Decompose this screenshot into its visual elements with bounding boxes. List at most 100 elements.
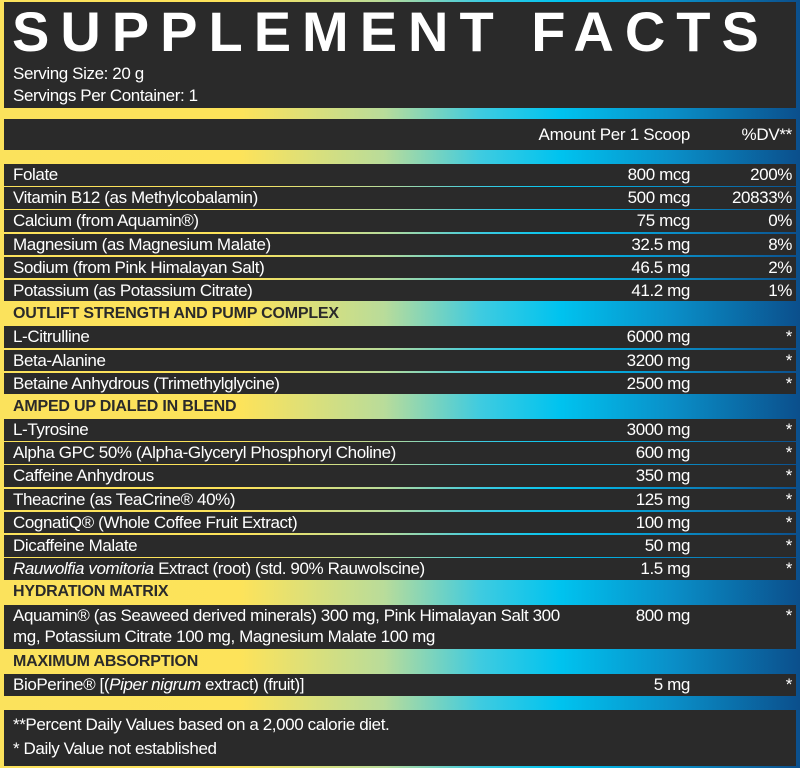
ingredient-name-part: Caffeine Anhydrous — [13, 466, 154, 486]
amount: 350 mg — [635, 466, 691, 486]
ingredient-name: Beta-Alanine — [13, 350, 588, 371]
servings-per-container: Servings Per Container: 1 — [13, 86, 198, 105]
table-row: Rauwolfia vomitoria Extract (root) (std.… — [4, 558, 796, 580]
table-row: L-Tyrosine 3000 mg * — [4, 419, 796, 441]
amount: 46.5 mg — [631, 257, 690, 277]
ingredient-name-part: Calcium (from Aquamin®) — [13, 211, 199, 231]
table-row: Aquamin® (as Seaweed derived minerals) 3… — [4, 604, 796, 650]
daily-value: * — [785, 350, 793, 370]
amount: 3200 mg — [626, 350, 691, 370]
ingredient-name: Sodium (from Pink Himalayan Salt) — [13, 257, 588, 278]
ingredient-name-part: Sodium (from Pink Himalayan Salt) — [13, 257, 265, 277]
daily-value: 8% — [768, 234, 792, 254]
ingredient-name: CognatiQ® (Whole Coffee Fruit Extract) — [13, 512, 588, 533]
daily-value: 200% — [750, 165, 792, 184]
ingredient-name-part: CognatiQ® (Whole Coffee Fruit Extract) — [13, 512, 298, 532]
table-row: L-Citrulline 6000 mg * — [4, 326, 796, 348]
dv-header: %DV** — [741, 125, 793, 144]
ingredient-name-part: Aquamin® (as Seaweed derived minerals) 3… — [13, 605, 560, 646]
daily-value: * — [785, 420, 793, 440]
section-header: MAXIMUM ABSORPTION — [13, 652, 199, 670]
ingredient-name-part: Magnesium (as Magnesium Malate) — [13, 234, 271, 254]
amount: 3000 mg — [626, 420, 691, 440]
amount: 800 mcg — [627, 165, 691, 184]
ingredient-name-part: BioPerine® [( — [13, 675, 110, 695]
amount: 500 mcg — [627, 188, 691, 208]
ingredient-name-part: Alpha GPC 50% (Alpha-Glyceryl Phosphoryl… — [13, 443, 396, 463]
ingredient-name: Magnesium (as Magnesium Malate) — [13, 234, 588, 255]
amount: 5 mg — [653, 675, 691, 695]
ingredient-name-part: extract) (fruit)] — [200, 675, 305, 695]
amount: 2500 mg — [626, 373, 691, 393]
amount: 125 mg — [635, 489, 691, 509]
daily-value: 1% — [768, 280, 792, 300]
amount: 800 mg — [635, 605, 691, 625]
footnote-dv: **Percent Daily Values based on a 2,000 … — [13, 715, 390, 734]
table-row: Magnesium (as Magnesium Malate) 32.5 mg 8% — [4, 233, 796, 256]
page-title: SUPPLEMENT FACTS — [12, 0, 770, 63]
table-row: BioPerine® [(Piper nigrum extract) (frui… — [4, 674, 796, 696]
ingredient-name: Aquamin® (as Seaweed derived minerals) 3… — [13, 605, 588, 647]
table-row: Alpha GPC 50% (Alpha-Glyceryl Phosphoryl… — [4, 442, 796, 464]
facts-table: Folate 800 mcg 200% Vitamin B12 (as Methylc… — [4, 164, 796, 697]
table-row: Beta-Alanine 3200 mg * — [4, 349, 796, 371]
ingredient-name: BioPerine® [(Piper nigrum extract) (frui… — [13, 674, 588, 695]
daily-value: * — [785, 559, 793, 579]
table-row: Betaine Anhydrous (Trimethylglycine) 2500… — [4, 372, 796, 395]
daily-value: 20833% — [732, 188, 792, 208]
column-header: Amount Per 1 Scoop %DV** — [4, 119, 796, 150]
ingredient-name-part: Vitamin B12 (as Methylcobalamin) — [13, 188, 258, 208]
table-row: Theacrine (as TeaCrine® 40%) 125 mg * — [4, 488, 796, 511]
daily-value: * — [785, 536, 793, 555]
ingredient-name-part: L-Tyrosine — [13, 420, 89, 440]
daily-value: * — [785, 675, 793, 695]
ingredient-name-part: Extract (root) (std. 90% Rauwolscine) — [153, 559, 425, 579]
ingredient-name: Alpha GPC 50% (Alpha-Glyceryl Phosphoryl… — [13, 442, 588, 463]
section-header: HYDRATION MATRIX — [13, 583, 169, 601]
daily-value: * — [785, 373, 793, 393]
amount: 600 mg — [635, 443, 691, 463]
amount-header: Amount Per 1 Scoop — [538, 125, 691, 144]
daily-value: * — [785, 466, 793, 486]
ingredient-name-part: Theacrine (as TeaCrine® 40%) — [13, 489, 236, 509]
amount: 75 mcg — [636, 211, 691, 231]
ingredient-name-part: Potassium (as Potassium Citrate) — [13, 280, 253, 300]
ingredient-name: L-Citrulline — [13, 326, 588, 347]
ingredient-name-part: Piper nigrum — [109, 675, 201, 695]
serving-size: Serving Size: 20 g — [13, 64, 144, 83]
section-header: OUTLIFT STRENGTH AND PUMP COMPLEX — [13, 305, 339, 323]
amount: 50 mg — [644, 536, 691, 555]
table-row: Potassium (as Potassium Citrate) 41.2 mg 1… — [4, 279, 796, 302]
section-header: AMPED UP DIALED IN BLEND — [13, 397, 237, 415]
ingredient-name-part: Beta-Alanine — [13, 350, 106, 370]
footnote-not-established: * Daily Value not established — [13, 739, 217, 758]
daily-value: 0% — [768, 211, 792, 231]
amount: 1.5 mg — [640, 559, 690, 579]
title-panel: SUPPLEMENT FACTS Serving Size: 20 g Serv… — [4, 2, 796, 108]
amount: 6000 mg — [626, 327, 691, 347]
table-row: Folate 800 mcg 200% — [4, 164, 796, 186]
footnotes: **Percent Daily Values based on a 2,000 … — [4, 710, 796, 766]
ingredient-name: Caffeine Anhydrous — [13, 465, 588, 486]
table-row: Sodium (from Pink Himalayan Salt) 46.5 mg… — [4, 256, 796, 279]
ingredient-name: Calcium (from Aquamin®) — [13, 210, 588, 231]
daily-value: * — [785, 512, 793, 532]
ingredient-name: Betaine Anhydrous (Trimethylglycine) — [13, 373, 588, 394]
daily-value: * — [785, 605, 793, 625]
ingredient-name: Theacrine (as TeaCrine® 40%) — [13, 489, 588, 510]
table-row: Dicaffeine Malate 50 mg * — [4, 535, 796, 557]
ingredient-name-part: L-Citrulline — [13, 327, 90, 347]
ingredient-name-part: Betaine Anhydrous (Trimethylglycine) — [13, 373, 280, 393]
amount: 100 mg — [635, 512, 691, 532]
ingredient-name: L-Tyrosine — [13, 419, 588, 440]
table-row: Vitamin B12 (as Methylcobalamin) 500 mcg 2… — [4, 187, 796, 209]
ingredient-name-part: Rauwolfia vomitoria — [13, 559, 154, 579]
daily-value: * — [785, 327, 793, 347]
daily-value: 2% — [768, 257, 792, 277]
table-row: Calcium (from Aquamin®) 75 mcg 0% — [4, 210, 796, 232]
ingredient-name-part: Dicaffeine Malate — [13, 536, 138, 555]
daily-value: * — [785, 443, 793, 463]
ingredient-name: Vitamin B12 (as Methylcobalamin) — [13, 187, 588, 208]
amount: 41.2 mg — [631, 280, 690, 300]
ingredient-name: Rauwolfia vomitoria Extract (root) (std.… — [13, 558, 588, 579]
